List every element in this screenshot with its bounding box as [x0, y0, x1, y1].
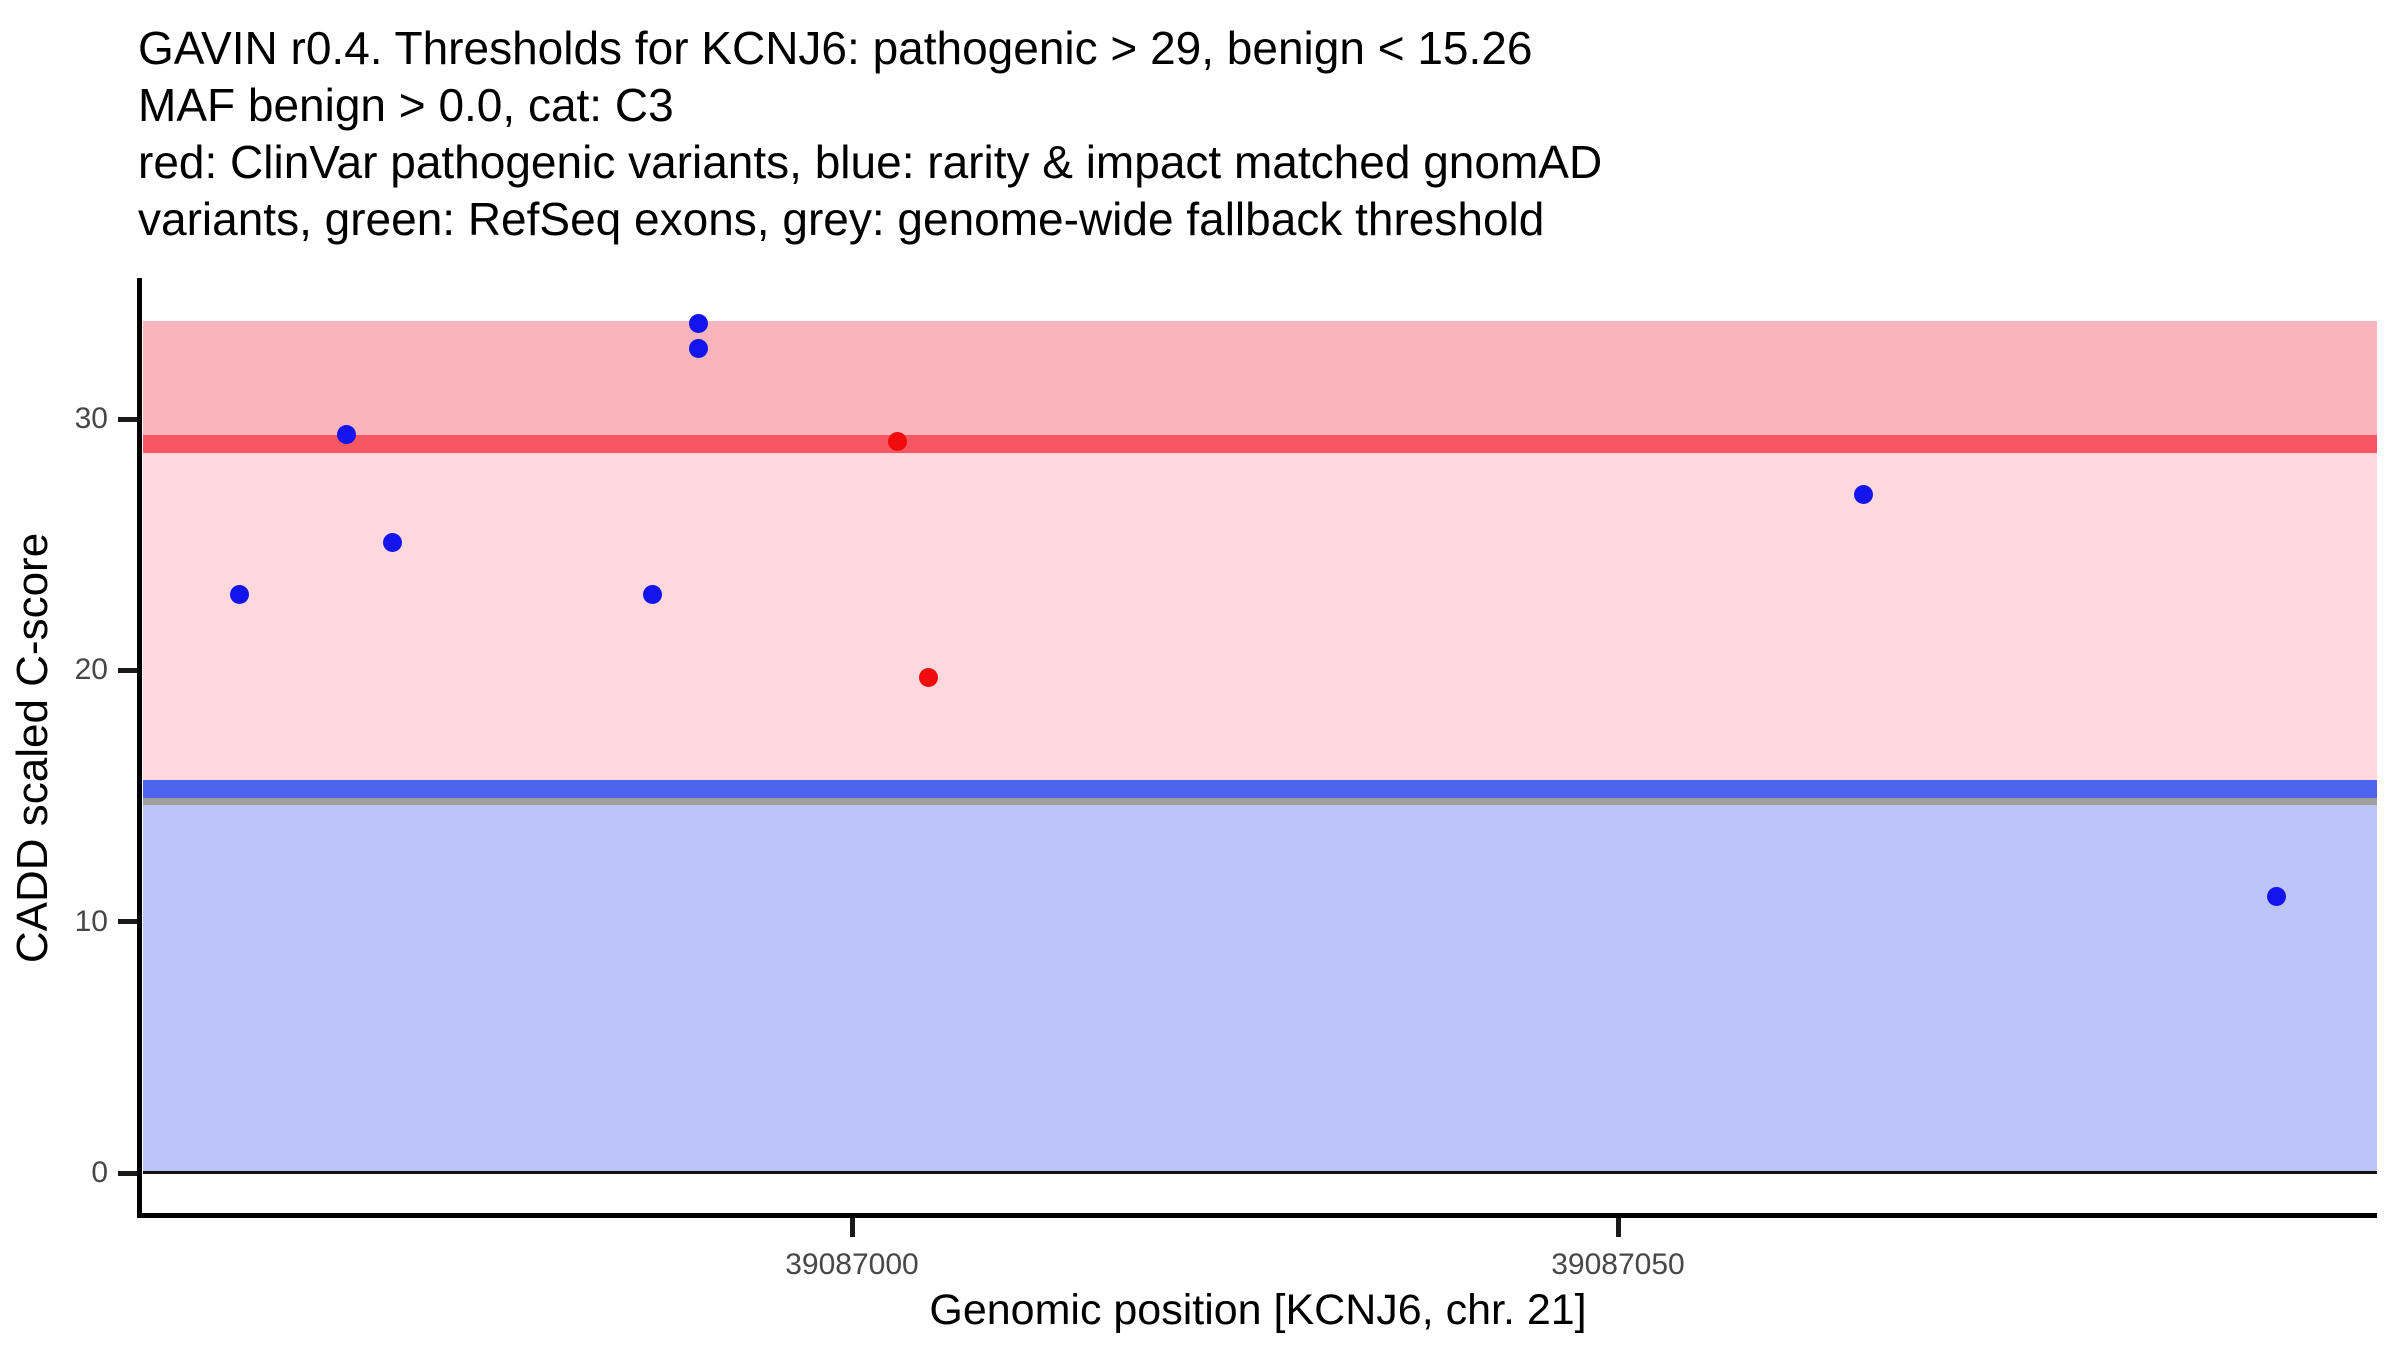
figure-title-line-1: GAVIN r0.4. Thresholds for KCNJ6: pathog… — [138, 22, 1533, 74]
x-tick-mark — [849, 1218, 855, 1237]
benign-threshold-line — [143, 780, 2377, 799]
y-tick-label: 0 — [91, 1156, 108, 1189]
y-tick-mark — [118, 416, 137, 422]
data-point — [229, 585, 249, 605]
x-tick-label: 39087000 — [785, 1248, 919, 1281]
x-tick-label: 39087050 — [1551, 1248, 1685, 1281]
data-point — [1853, 484, 1873, 504]
y-tick-label: 30 — [74, 402, 108, 435]
x-axis-line — [137, 1213, 2377, 1218]
y-tick-mark — [118, 667, 137, 673]
zero-baseline — [143, 1171, 2377, 1174]
data-point — [689, 313, 709, 333]
band-pathogenic-zone — [143, 320, 2377, 445]
y-tick-label: 10 — [74, 904, 108, 938]
data-point — [643, 585, 663, 605]
figure-title-line-2: MAF benign > 0.0, cat: C3 — [138, 79, 674, 131]
figure-title: GAVIN r0.4. Thresholds for KCNJ6: pathog… — [138, 20, 1602, 248]
data-point — [919, 668, 939, 688]
pathogenic-threshold-line — [143, 435, 2377, 454]
y-tick-mark — [118, 919, 137, 925]
data-point — [382, 532, 402, 552]
y-axis-line — [137, 278, 142, 1218]
y-tick-label: 20 — [74, 653, 108, 687]
band-uncertain-zone — [143, 444, 2377, 790]
y-tick-mark — [118, 1170, 137, 1176]
data-point — [689, 339, 709, 359]
data-point — [336, 424, 356, 444]
data-point — [888, 432, 908, 452]
figure-title-line-4: variants, green: RefSeq exons, grey: gen… — [138, 193, 1545, 245]
figure-title-line-3: red: ClinVar pathogenic variants, blue: … — [138, 136, 1603, 188]
data-point — [2267, 887, 2287, 907]
band-benign-zone — [143, 789, 2377, 1173]
x-axis-title: Genomic position [KCNJ6, chr. 21] — [929, 1286, 1587, 1334]
x-tick-mark — [1615, 1218, 1621, 1237]
